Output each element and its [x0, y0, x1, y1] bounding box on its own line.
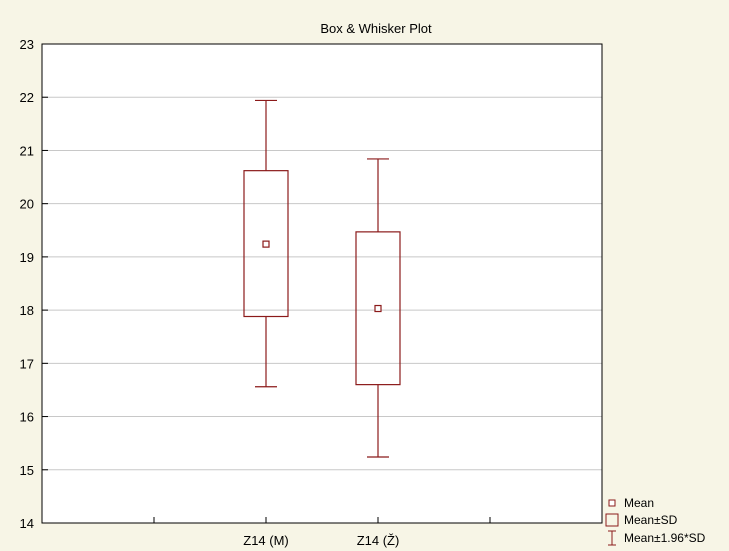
plot-area: [42, 44, 602, 523]
y-tick-label: 18: [20, 303, 34, 318]
y-tick-label: 23: [20, 37, 34, 52]
x-tick-label: Z14 (Ž): [357, 533, 400, 548]
y-tick-label: 19: [20, 250, 34, 265]
y-tick-label: 17: [20, 356, 34, 371]
axes: 14 15 16 17 18 19 20 21 22 23 Z14 (M) Z14 (Ž): [20, 37, 603, 548]
mean-marker: [374, 304, 382, 313]
y-tick-label: 14: [20, 516, 34, 531]
y-tick-label: 15: [20, 463, 34, 478]
plot-frame: [41, 43, 603, 524]
data-marks: [243, 99, 401, 458]
legend: Mean Mean±SD Mean±1.96*SD: [605, 496, 706, 546]
legend-entry: Mean±1.96*SD: [624, 531, 706, 545]
mean-marker: [262, 240, 270, 248]
chart-title: Box & Whisker Plot: [320, 21, 432, 36]
legend-mean-icon: [608, 499, 616, 507]
legend-entry: Mean: [624, 496, 654, 510]
y-tick-label: 21: [20, 143, 34, 158]
sd-box: [243, 170, 289, 318]
y-tick-label: 22: [20, 90, 34, 105]
legend-entry: Mean±SD: [624, 513, 678, 527]
sd-box: [355, 231, 401, 386]
y-tick-label: 20: [20, 197, 34, 212]
y-tick-label: 16: [20, 410, 34, 425]
x-tick-label: Z14 (M): [243, 533, 289, 548]
grid-lines: [42, 96, 602, 471]
legend-sd-icon: [605, 513, 619, 527]
